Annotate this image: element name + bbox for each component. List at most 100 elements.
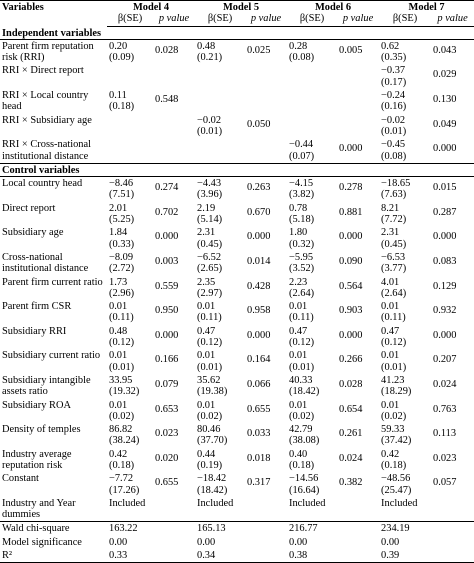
data-row: Local country head −8.46 (7.51) 0.274 −4.43…	[0, 177, 474, 202]
coefficient: −5.95 (3.52)	[289, 251, 315, 275]
coefficient: −4.43 (3.96)	[197, 178, 223, 201]
empty-cell	[153, 497, 195, 522]
p-value: 0.028	[155, 44, 179, 56]
p-value: 0.025	[247, 44, 271, 56]
row-label: Subsidiary age	[2, 227, 64, 239]
p-value: 0.003	[155, 255, 179, 267]
p-value: 0.317	[247, 477, 271, 489]
p-value: 0.066	[247, 378, 271, 390]
table-body: Independent variables Parent firm reputat…	[0, 26, 474, 563]
p-value: 0.763	[433, 403, 457, 415]
p-value: 0.274	[155, 182, 179, 194]
coefficient: 1.84 (0.33)	[109, 227, 135, 250]
p-value: 0.015	[433, 182, 457, 194]
p-value: 0.000	[433, 143, 457, 155]
coefficient: 0.33	[107, 549, 153, 563]
p-value: 0.903	[339, 305, 363, 317]
empty-cell	[337, 89, 379, 114]
coefficient: 0.01 (0.02)	[289, 399, 315, 422]
coefficient: 2.35 (2.97)	[197, 276, 223, 299]
coefficient: −8.46 (7.51)	[109, 178, 135, 201]
coefficient: −0.02 (0.01)	[197, 114, 223, 137]
row-label: Industry and Year dummies	[2, 497, 76, 521]
empty-cell	[431, 549, 474, 563]
p-value: 0.057	[433, 477, 457, 489]
p-value: 0.000	[433, 231, 457, 243]
coefficient: 2.01 (5.25)	[109, 202, 135, 226]
p-value: 0.000	[155, 231, 179, 243]
p-value: 0.000	[247, 329, 271, 341]
p-value: 0.881	[339, 206, 363, 218]
row-label: Subsidiary intangible assets ratio	[2, 374, 91, 398]
row-label: Cross-national institutional distance	[2, 251, 89, 275]
data-row: Parent firm reputation risk (RRI) 0.20 (0…	[0, 39, 474, 64]
sub-header: p value	[153, 13, 196, 27]
empty-cell	[153, 549, 196, 563]
coefficient: −18.65 (7.63)	[381, 178, 411, 201]
empty-cell	[337, 521, 380, 536]
coefficient: 33.95 (19.32)	[109, 374, 140, 398]
row-label: RRI × Local country head	[2, 90, 89, 113]
p-value: 0.024	[339, 452, 363, 464]
empty-cell	[245, 549, 288, 563]
p-value: 0.083	[433, 255, 457, 267]
coefficient: −8.09 (2.72)	[109, 251, 135, 275]
data-row: Direct report 2.01 (5.25) 0.702 2.19 (5.14)…	[0, 202, 474, 227]
data-row: RRI × Subsidiary age −0.02 (0.01) 0.050 −0.…	[0, 114, 474, 139]
data-row: R² 0.33 0.34 0.38 0.39	[0, 549, 474, 563]
coefficient: 2.19 (5.14)	[197, 202, 223, 226]
coefficient: 86.82 (38.24)	[109, 424, 140, 447]
coefficient: 42.79 (38.08)	[289, 424, 320, 447]
coefficient: 0.01 (0.01)	[289, 350, 315, 373]
row-label: Industry average reputation risk	[2, 448, 72, 471]
coefficient: 2.31 (0.45)	[381, 227, 407, 250]
empty-cell	[195, 64, 245, 89]
row-label: Constant	[2, 473, 39, 485]
p-value: 0.000	[433, 329, 457, 341]
empty-cell	[337, 114, 379, 139]
coefficient: 165.13	[195, 521, 246, 536]
data-row: Industry average reputation risk 0.42 (0.…	[0, 448, 474, 473]
coefficient: 0.20 (0.09)	[109, 40, 135, 64]
coefficient: 0.01 (0.11)	[381, 301, 406, 324]
coefficient: 0.00	[109, 536, 128, 548]
data-row: Parent firm current ratio 1.73 (2.96) 0.55…	[0, 276, 474, 301]
p-value: 0.278	[339, 182, 363, 194]
coefficient: 0.01 (0.11)	[109, 301, 134, 324]
coefficient: 35.62 (19.38)	[197, 374, 228, 398]
coefficient: 0.01 (0.02)	[381, 399, 407, 422]
coefficient: −6.53 (3.77)	[381, 251, 407, 275]
p-value: 0.023	[155, 428, 179, 440]
p-value: 0.382	[339, 477, 363, 489]
coefficient: 41.23 (18.29)	[381, 374, 412, 398]
coefficient: 80.46 (37.70)	[197, 424, 228, 447]
coefficient: −6.52 (2.65)	[197, 251, 223, 275]
p-value: 0.113	[433, 428, 457, 440]
coefficient: 2.23 (2.64)	[289, 276, 315, 299]
p-value: 0.043	[433, 44, 457, 56]
p-value: 0.000	[339, 231, 363, 243]
empty-cell	[153, 536, 195, 549]
p-value: 0.000	[155, 329, 179, 341]
variables-header: Variables	[0, 0, 107, 27]
row-label: Density of temples	[2, 424, 81, 436]
coefficient: −14.56 (16.64)	[289, 473, 320, 496]
coefficient: 1.80 (0.32)	[289, 227, 315, 250]
row-label: Parent firm reputation risk (RRI)	[2, 40, 94, 64]
empty-cell	[107, 64, 153, 89]
coefficient: 163.22	[107, 521, 153, 536]
coefficient: 0.00	[381, 536, 400, 548]
data-row: RRI × Cross-national institutional dista…	[0, 138, 474, 163]
p-value: 0.050	[247, 118, 271, 130]
coefficient: 4.01 (2.64)	[381, 276, 407, 299]
data-row: Wald chi-square 163.22 165.13 216.77 234.19	[0, 521, 474, 536]
empty-cell	[153, 114, 195, 139]
empty-cell	[431, 521, 474, 536]
empty-cell	[431, 536, 474, 549]
empty-cell	[153, 64, 195, 89]
p-value: 0.049	[433, 118, 457, 130]
section-row: Independent variables	[0, 26, 474, 40]
coefficient: 8.21 (7.72)	[381, 202, 407, 226]
model-header: Model 7	[379, 0, 474, 14]
